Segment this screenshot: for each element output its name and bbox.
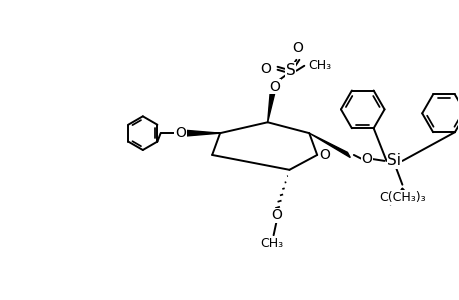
Text: CH₃: CH₃ [259, 237, 283, 250]
Text: O: O [269, 80, 280, 94]
Text: S: S [285, 63, 295, 78]
Text: O: O [260, 62, 270, 76]
Text: C(CH₃)₃: C(CH₃)₃ [378, 191, 425, 204]
Text: O: O [319, 148, 330, 162]
Text: CH₃: CH₃ [308, 59, 331, 72]
Polygon shape [308, 133, 350, 158]
Text: O: O [291, 41, 302, 55]
Polygon shape [267, 92, 274, 122]
Polygon shape [184, 130, 219, 136]
Text: O: O [270, 208, 281, 222]
Text: O: O [174, 126, 185, 140]
Text: O: O [360, 152, 371, 166]
Text: Si: Si [386, 153, 401, 168]
